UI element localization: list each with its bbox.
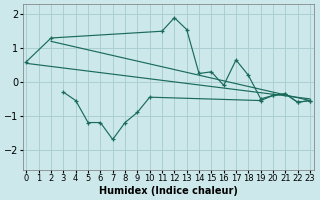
X-axis label: Humidex (Indice chaleur): Humidex (Indice chaleur) xyxy=(99,186,238,196)
